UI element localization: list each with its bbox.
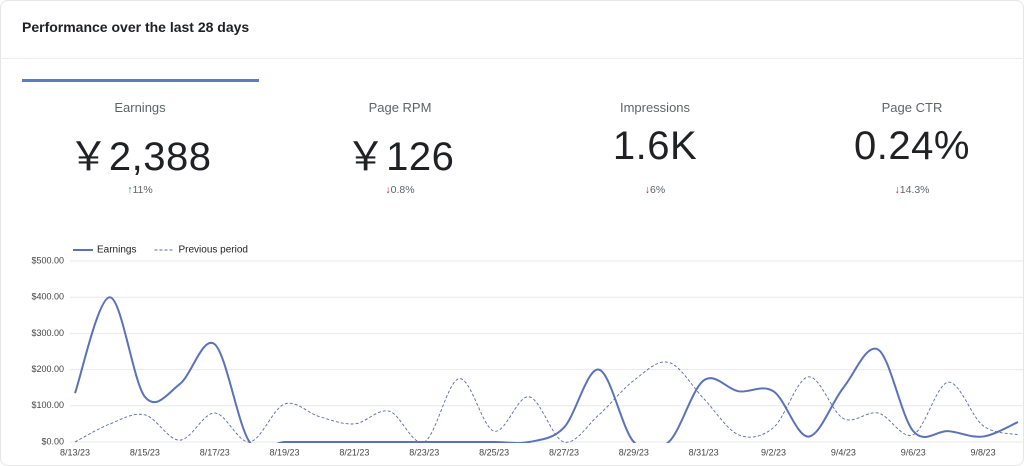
y-tick-label: $0.00 [41, 436, 64, 446]
y-tick-label: $300.00 [31, 328, 64, 338]
metric-card: Earnings ￥2,388 ↑11% [15, 100, 265, 196]
x-tick-label: 8/21/23 [339, 447, 369, 457]
y-tick-label: $100.00 [31, 400, 64, 410]
metric-card: Impressions 1.6K ↓6% [530, 100, 780, 196]
y-tick-label: $200.00 [31, 364, 64, 374]
x-tick-label: 9/2/23 [761, 447, 786, 457]
x-tick-label: 9/8/23 [971, 447, 996, 457]
metric-label: Earnings [114, 100, 166, 115]
metric-change: ↓6% [530, 184, 780, 196]
change-text: 11% [132, 184, 153, 196]
trend-arrow: ↑ [127, 184, 133, 196]
change-text: 0.8% [390, 184, 415, 196]
metric-value: 0.24% [854, 124, 970, 168]
separator [0, 58, 1024, 59]
metric-change: ↑11% [15, 184, 265, 196]
series-line [74, 296, 1019, 443]
change-text: 14.3% [899, 184, 930, 196]
series-line [74, 361, 1019, 443]
metric-card: Page CTR 0.24% ↓14.3% [787, 100, 1024, 196]
selected-tab-indicator [22, 79, 259, 82]
y-tick-label: $500.00 [31, 255, 64, 265]
x-tick-label: 8/15/23 [130, 447, 160, 457]
metric-card: Page RPM ￥126 ↓0.8% [275, 100, 525, 196]
x-tick-label: 8/23/23 [409, 447, 439, 457]
trend-arrow: ↓ [894, 184, 900, 196]
metric-value: ￥2,388 [68, 135, 212, 179]
metric-value: ￥126 [345, 135, 455, 179]
legend-label: Previous period [178, 245, 247, 256]
metric-value: 1.6K [612, 124, 698, 168]
x-tick-label: 8/27/23 [549, 447, 579, 457]
x-tick-label: 8/17/23 [200, 447, 230, 457]
x-tick-label: 8/31/23 [689, 447, 719, 457]
card-title: Performance over the last 28 days [22, 19, 250, 35]
trend-arrow: ↓ [644, 184, 651, 196]
x-tick-label: 8/25/23 [479, 447, 509, 457]
chart: $0.00 $100.00 $200.00 $300.00 $400.00 $500.00… [31, 245, 1024, 457]
y-tick-label: $400.00 [31, 292, 64, 302]
x-tick-label: 8/29/23 [619, 447, 649, 457]
x-tick-label: 9/4/23 [831, 447, 856, 457]
metric-change: ↓14.3% [787, 184, 1024, 196]
trend-arrow: ↓ [385, 184, 391, 196]
change-text: 6% [650, 184, 666, 196]
legend-label: Earnings [97, 245, 136, 256]
x-tick-label: 8/13/23 [60, 447, 90, 457]
metric-label: Page RPM [368, 100, 432, 115]
x-tick-label: 8/19/23 [270, 447, 300, 457]
x-tick-label: 9/6/23 [901, 447, 926, 457]
metric-label: Impressions [619, 100, 691, 115]
metric-change: ↓0.8% [275, 184, 525, 196]
metric-label: Page CTR [881, 100, 943, 115]
